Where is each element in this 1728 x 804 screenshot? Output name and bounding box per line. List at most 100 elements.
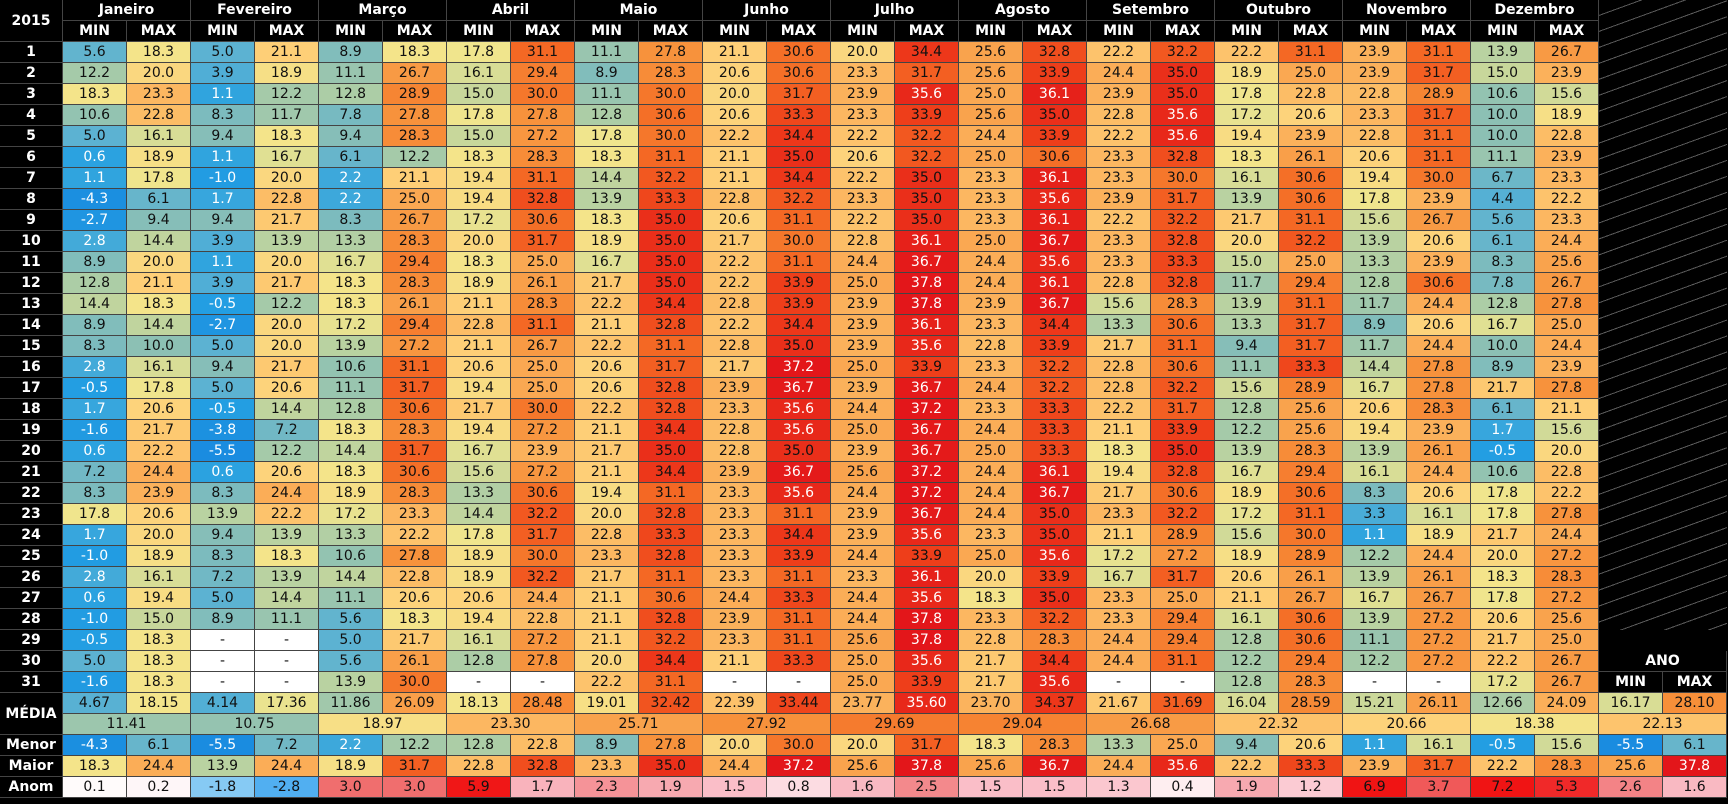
temp-cell: 33.3 [639, 189, 703, 210]
temp-cell: 23.9 [831, 441, 895, 462]
day-label: 1 [0, 42, 63, 63]
min-header: MIN [575, 21, 639, 42]
temp-cell: 34.4 [639, 651, 703, 672]
temp-cell: 35.0 [639, 231, 703, 252]
temp-cell: 24.4 [1087, 630, 1151, 651]
temp-cell: 13.9 [1215, 441, 1279, 462]
temp-cell: 23.3 [1087, 609, 1151, 630]
temp-cell: 21.7 [1215, 210, 1279, 231]
temp-cell: 28.3 [511, 294, 575, 315]
temp-cell: 31.7 [1151, 189, 1215, 210]
temp-cell: 31.7 [383, 441, 447, 462]
summary-cell: 23.3 [575, 756, 639, 777]
temp-cell: 32.2 [1023, 378, 1087, 399]
temp-cell: 16.1 [1215, 609, 1279, 630]
temp-cell: 5.0 [191, 336, 255, 357]
temp-cell: 24.4 [1407, 294, 1471, 315]
temp-cell: 23.9 [1087, 189, 1151, 210]
temp-cell: 1.7 [63, 525, 127, 546]
temp-cell: 31.1 [767, 609, 831, 630]
temp-cell: - [1407, 672, 1471, 693]
day-label: 25 [0, 546, 63, 567]
temp-cell: 32.8 [639, 315, 703, 336]
min-header: MIN [63, 21, 127, 42]
temp-cell: 26.7 [1535, 42, 1599, 63]
temp-cell: 25.0 [511, 252, 575, 273]
temp-cell: 18.9 [575, 231, 639, 252]
temp-cell: 33.3 [767, 588, 831, 609]
temp-cell: 21.1 [575, 609, 639, 630]
temp-cell: 33.3 [1023, 420, 1087, 441]
temp-cell: -3.8 [191, 420, 255, 441]
temp-cell: 28.3 [511, 147, 575, 168]
temp-cell: 20.6 [383, 588, 447, 609]
month-header: Novembro [1343, 0, 1471, 21]
summary-cell: 31.7 [383, 756, 447, 777]
summary-cell: 24.4 [1087, 756, 1151, 777]
temp-cell: 18.3 [1087, 441, 1151, 462]
mean-cell: 31.69 [1151, 693, 1215, 714]
temp-cell: 27.8 [1535, 294, 1599, 315]
temp-cell: 36.1 [895, 567, 959, 588]
mean-cell: 18.13 [447, 693, 511, 714]
temp-cell: 18.3 [63, 84, 127, 105]
temp-cell: 22.8 [1535, 126, 1599, 147]
temp-cell: 8.3 [1471, 252, 1535, 273]
temp-cell: 7.8 [1471, 273, 1535, 294]
temp-cell: 5.0 [191, 42, 255, 63]
temp-cell: - [255, 672, 319, 693]
temp-cell: 35.0 [895, 189, 959, 210]
temp-cell: 24.4 [959, 252, 1023, 273]
temp-cell: 11.1 [255, 609, 319, 630]
temp-cell: 13.3 [1343, 252, 1407, 273]
temp-cell: 28.3 [383, 420, 447, 441]
day-label: 3 [0, 84, 63, 105]
temp-cell: 24.4 [1535, 525, 1599, 546]
month-header: Setembro [1087, 0, 1215, 21]
temp-cell: 31.1 [1407, 42, 1471, 63]
temp-cell: 23.9 [1535, 147, 1599, 168]
temp-cell: 16.7 [1215, 462, 1279, 483]
temp-cell: 36.1 [1023, 462, 1087, 483]
temp-cell: 17.2 [319, 315, 383, 336]
temp-cell: 30.6 [1151, 315, 1215, 336]
temp-cell: 8.9 [1471, 357, 1535, 378]
temp-cell: 22.8 [1535, 462, 1599, 483]
temp-cell: - [703, 672, 767, 693]
temp-cell: 32.8 [511, 189, 575, 210]
temp-cell: 21.7 [127, 420, 191, 441]
temp-cell: 1.7 [1471, 420, 1535, 441]
temp-cell: 24.4 [959, 462, 1023, 483]
temp-cell: 12.2 [63, 63, 127, 84]
max-header: MAX [1407, 21, 1471, 42]
temp-cell: 30.6 [1407, 273, 1471, 294]
temp-cell: 27.2 [511, 462, 575, 483]
temp-cell: 18.9 [255, 63, 319, 84]
temp-cell: 15.6 [1087, 294, 1151, 315]
temp-cell: 23.3 [1087, 168, 1151, 189]
temp-cell: 25.6 [1535, 609, 1599, 630]
summary-cell: 25.6 [959, 756, 1023, 777]
temp-cell: 19.4 [127, 588, 191, 609]
temp-cell: 33.9 [767, 294, 831, 315]
mean-cell: 28.48 [511, 693, 575, 714]
temp-cell: 11.1 [575, 42, 639, 63]
temp-cell: 11.1 [575, 84, 639, 105]
month-header: Junho [703, 0, 831, 21]
temp-cell: 28.3 [1151, 294, 1215, 315]
temp-cell: 35.0 [1151, 63, 1215, 84]
summary-cell: 18.9 [319, 756, 383, 777]
day-label: 21 [0, 462, 63, 483]
temp-cell: 25.0 [383, 189, 447, 210]
temp-cell: - [1343, 672, 1407, 693]
temp-cell: 17.8 [127, 378, 191, 399]
temp-cell: 23.3 [959, 210, 1023, 231]
temp-cell: 13.9 [191, 504, 255, 525]
temp-cell: 29.4 [1279, 462, 1343, 483]
temp-cell: 33.9 [895, 357, 959, 378]
temp-cell: 31.1 [383, 357, 447, 378]
temp-cell: 35.6 [1151, 126, 1215, 147]
temp-cell: 34.4 [767, 168, 831, 189]
temp-cell: 28.3 [1023, 630, 1087, 651]
temp-cell: 24.4 [959, 378, 1023, 399]
